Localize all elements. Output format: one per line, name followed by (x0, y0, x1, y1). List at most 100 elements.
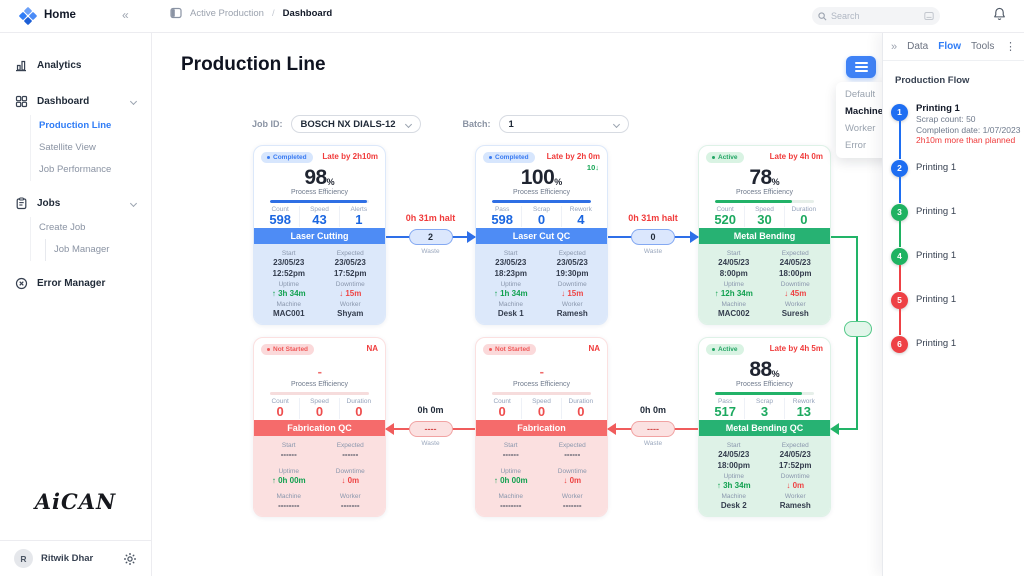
batch-select[interactable]: 1 (498, 115, 629, 133)
process-card[interactable]: Completed Late by 2h 0m 10↓ 100% Process… (475, 145, 608, 325)
flow-step-circle-1[interactable]: 1 (891, 103, 908, 121)
waste-node[interactable]: 0 (631, 229, 675, 245)
flow-step-label[interactable]: Printing 1 (916, 206, 957, 217)
flow-step-connector (898, 221, 901, 247)
home-label[interactable]: Home (44, 9, 76, 21)
menu-item-worker[interactable]: Worker (845, 123, 876, 134)
process-card[interactable]: Not Started NA - Process Efficiency Coun… (475, 337, 608, 517)
arrow-down-icon: ↓ (341, 475, 348, 485)
sidebar-item-analytics[interactable]: Analytics (0, 55, 151, 75)
flow-edge-green (838, 428, 858, 430)
search-box[interactable] (812, 7, 940, 25)
status-badge: Active (706, 152, 744, 163)
panel-toggle-icon[interactable] (170, 7, 182, 19)
status-dot-icon (712, 348, 715, 351)
search-icon (818, 11, 827, 20)
halt-label: 0h 0m (639, 405, 666, 415)
downtime-value: ↓ 0m (786, 480, 805, 490)
production-flow-timeline: 1 Printing 1 Scrap count: 50 Completion dat… (883, 33, 1024, 576)
tab-data[interactable]: Data (907, 41, 929, 52)
notifications-bell-icon[interactable] (993, 7, 1006, 21)
flow-step-label[interactable]: Printing 1 (916, 338, 957, 349)
kebab-menu-icon[interactable]: ⋮ (1005, 41, 1016, 53)
card-stats: Count 520 Speed 30 Duration 0 (706, 206, 823, 227)
process-card[interactable]: Completed Late by 2h10m 98% Process Effi… (253, 145, 386, 325)
flow-connector: 0h 31m halt 2 Waste (386, 200, 476, 260)
sidebar-item-error-manager[interactable]: Error Manager (0, 273, 151, 293)
jobs-subgroup: Create Job Job Manager (30, 217, 151, 261)
arrow-up-icon: ↑ (271, 288, 279, 298)
flow-step-circle-2[interactable]: 2 (891, 159, 908, 177)
user-row[interactable]: R Ritwik Dhar (0, 540, 151, 576)
flow-filter-button[interactable] (846, 56, 876, 78)
dashboard-grid-icon (15, 95, 28, 107)
sidebar-item-satellite-view[interactable]: Satellite View (39, 142, 96, 153)
menu-item-default[interactable]: Default (845, 89, 876, 100)
downtime-value: ↓ 15m (561, 288, 584, 298)
arrow-down-icon: ↓ (561, 288, 568, 298)
job-id-select[interactable]: BOSCH NX DIALS-12 (290, 115, 421, 133)
waste-node[interactable]: ---- (631, 421, 675, 437)
avatar: R (14, 549, 33, 568)
flow-step-circle-5[interactable]: 5 (891, 291, 908, 309)
sidebar-item-production-line[interactable]: Production Line (39, 120, 112, 131)
status-badge: Completed (483, 152, 535, 163)
flow-step-circle-3[interactable]: 3 (891, 203, 908, 221)
flow-step-circle-4[interactable]: 4 (891, 247, 908, 265)
menu-item-error[interactable]: Error (845, 140, 867, 151)
card-stats: Count 0 Speed 0 Duration 0 (261, 398, 378, 419)
card-details: Start 24/05/23 8:00pm Expected 24/05/23 18:0… (699, 244, 830, 324)
process-card[interactable]: Active Late by 4h 0m 78% Process Efficie… (698, 145, 831, 325)
efficiency-progress-bar (492, 392, 591, 395)
breadcrumb-page: Dashboard (282, 7, 333, 19)
flow-step-label[interactable]: Printing 1 (916, 103, 960, 114)
uptime-value: ↑ 3h 34m (271, 288, 306, 298)
tab-tools[interactable]: Tools (971, 41, 995, 52)
waste-node[interactable]: 2 (408, 229, 453, 245)
flow-step-label[interactable]: Printing 1 (916, 162, 957, 173)
waste-node[interactable] (844, 321, 872, 337)
waste-node[interactable]: ---- (408, 421, 453, 437)
process-title-bar: Laser Cutting (254, 228, 385, 244)
sidebar-item-dashboard[interactable]: Dashboard (0, 91, 151, 111)
waste-label: Waste (421, 440, 440, 447)
search-shortcut-icon (924, 12, 934, 20)
flow-step-circle-6[interactable]: 6 (891, 335, 908, 353)
status-dot-icon (267, 156, 270, 159)
process-title-bar: Laser Cut QC (476, 228, 607, 244)
job-id-value: BOSCH NX DIALS-12 (300, 118, 396, 130)
sidebar-collapse-icon[interactable]: « (122, 8, 129, 22)
flow-connector: 0h 0m ---- Waste (385, 392, 475, 452)
sidebar-item-create-job[interactable]: Create Job (39, 222, 86, 233)
sidebar-item-job-performance[interactable]: Job Performance (39, 164, 112, 175)
process-card[interactable]: Not Started NA - Process Efficiency Coun… (253, 337, 386, 517)
sidebar-item-job-manager[interactable]: Job Manager (54, 244, 110, 255)
brand-logo: AiCAN (34, 489, 117, 514)
sidebar-item-jobs[interactable]: Jobs (0, 193, 151, 213)
breadcrumb-section[interactable]: Active Production (190, 7, 264, 19)
halt-label: 0h 0m (417, 405, 444, 415)
efficiency-progress-bar (715, 200, 814, 203)
efficiency-progress-bar (270, 200, 369, 203)
search-input[interactable] (831, 11, 911, 21)
downtime-value: ↓ 0m (563, 475, 582, 485)
late-indicator: Late by 2h 0m (546, 152, 600, 161)
sidebar-item-label: Error Manager (37, 277, 106, 289)
efficiency-value: 88% (749, 358, 780, 381)
flow-step-connector (898, 309, 901, 335)
gear-icon[interactable] (123, 552, 137, 566)
tab-flow[interactable]: Flow (938, 41, 962, 52)
late-indicator: Late by 4h 0m (769, 152, 823, 161)
flow-arrow (607, 423, 616, 435)
card-details: Start 24/05/23 18:00pm Expected 24/05/23 17:… (699, 436, 830, 516)
menu-item-machine[interactable]: Machine (845, 106, 884, 117)
uptime-value: ↑ 0h 00m (493, 475, 528, 485)
process-card[interactable]: Active Late by 4h 5m 88% Process Efficie… (698, 337, 831, 517)
app-logo-icon[interactable] (18, 6, 38, 26)
efficiency-value: - (317, 364, 322, 379)
late-indicator: NA (366, 344, 378, 353)
flow-step-label[interactable]: Printing 1 (916, 250, 957, 261)
panel-collapse-icon[interactable]: » (891, 40, 898, 53)
flow-step-label[interactable]: Printing 1 (916, 294, 957, 305)
